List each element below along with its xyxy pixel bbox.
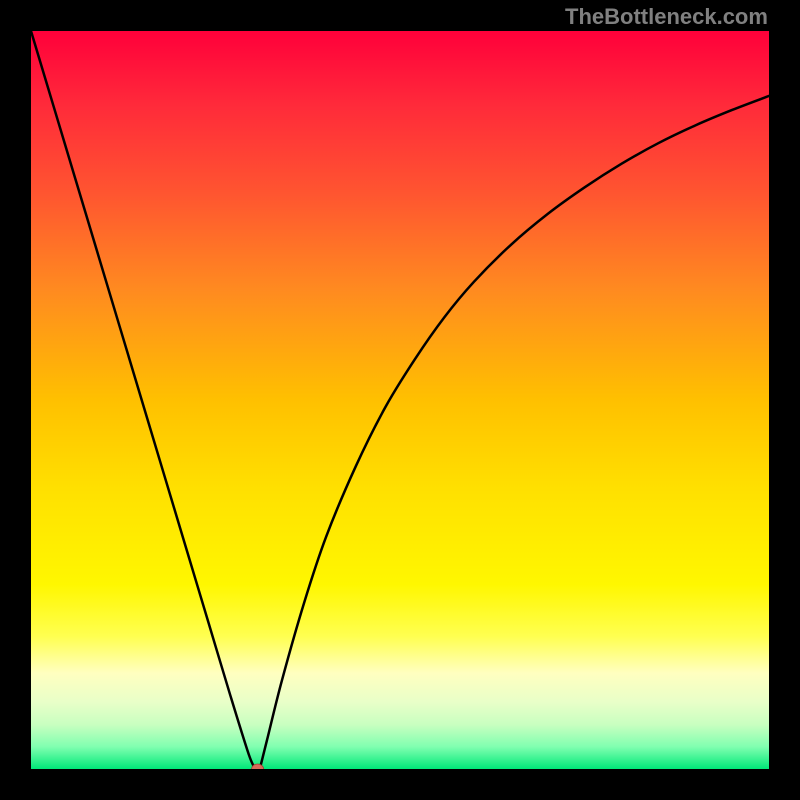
bottleneck-chart — [31, 31, 769, 769]
watermark-text: TheBottleneck.com — [565, 4, 768, 30]
